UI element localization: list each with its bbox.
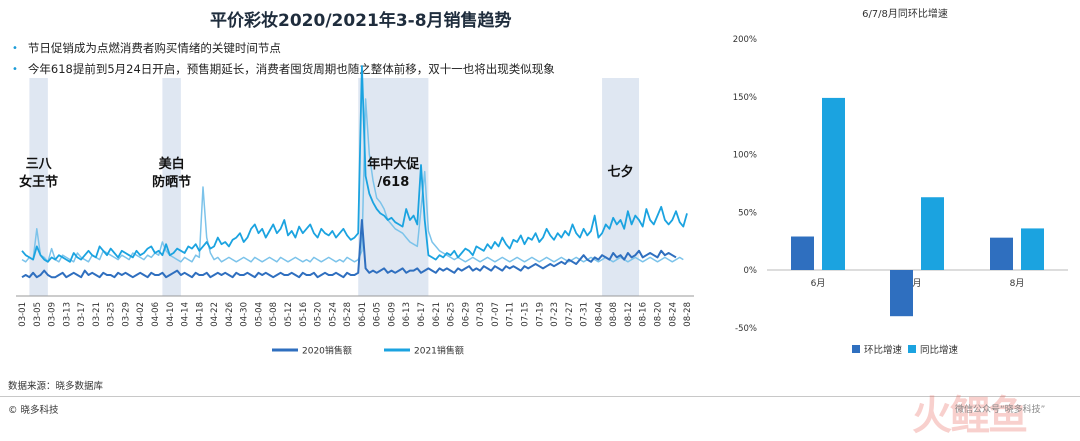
y-tick-label: 50% bbox=[738, 208, 757, 218]
x-tick-label: 03-05 bbox=[33, 302, 43, 327]
x-tick-label: 08-28 bbox=[683, 302, 693, 327]
x-tick-label: 06-01 bbox=[358, 302, 368, 327]
x-tick-label: 08-08 bbox=[609, 302, 619, 327]
annotation-label: 美白 bbox=[159, 156, 185, 172]
x-tick-label: 06-05 bbox=[373, 302, 383, 327]
x-tick-label: 06-13 bbox=[402, 302, 412, 327]
x-tick-label: 04-22 bbox=[210, 302, 220, 327]
x-tick-label: 07-07 bbox=[491, 302, 501, 327]
bar-mom bbox=[990, 237, 1013, 270]
x-tick-label: 03-21 bbox=[92, 302, 102, 327]
bar-mom bbox=[791, 236, 814, 270]
bullet-list: • 节日促销成为点燃消费者购买情绪的关键时间节点 • 今年618提前到5月24日开启… bbox=[12, 38, 555, 80]
x-tick-label: 04-14 bbox=[181, 302, 191, 327]
legend-label: 同比增速 bbox=[920, 344, 959, 356]
annotation-label: 年中大促 bbox=[367, 156, 420, 172]
bullet-dot-icon: • bbox=[12, 43, 18, 54]
x-tick-label: 03-25 bbox=[107, 302, 117, 327]
bar-yoy bbox=[822, 97, 845, 270]
x-tick-label: 03-09 bbox=[48, 302, 58, 327]
x-tick-label: 08-16 bbox=[639, 302, 649, 327]
bullet-dot-icon: • bbox=[12, 64, 18, 75]
x-tick-label: 05-12 bbox=[284, 302, 294, 327]
bullet-item: • 节日促销成为点燃消费者购买情绪的关键时间节点 bbox=[12, 38, 555, 59]
x-tick-label: 03-01 bbox=[18, 302, 28, 327]
x-tick-label: 04-02 bbox=[136, 302, 146, 327]
x-tick-label: 07-11 bbox=[506, 302, 516, 327]
x-tick-label: 03-29 bbox=[121, 302, 131, 327]
highlight-band bbox=[29, 78, 48, 296]
x-tick-label: 05-08 bbox=[269, 302, 279, 327]
highlight-band bbox=[162, 78, 181, 296]
x-tick-label: 06-17 bbox=[417, 302, 427, 327]
annotation-label: 三八 bbox=[26, 157, 53, 172]
annotation-label: 女王节 bbox=[19, 174, 58, 190]
bullet-text: 今年618提前到5月24日开启，预售期延长，消费者囤货周期也随之整体前移，双十一… bbox=[27, 62, 555, 76]
x-tick-label: 04-18 bbox=[195, 302, 205, 327]
x-tick-label: 08-24 bbox=[668, 302, 678, 327]
bar-yoy bbox=[1021, 228, 1044, 270]
series-line-2021 bbox=[21, 65, 688, 263]
x-tick-label: 08-04 bbox=[594, 302, 604, 327]
y-tick-label: 0% bbox=[744, 266, 758, 276]
category-label: 8月 bbox=[1010, 278, 1025, 289]
x-tick-label: 07-03 bbox=[476, 302, 486, 327]
x-tick-label: 07-23 bbox=[550, 302, 560, 327]
x-tick-label: 06-29 bbox=[461, 302, 471, 327]
footer-divider bbox=[0, 396, 1080, 397]
x-tick-label: 05-20 bbox=[314, 302, 324, 327]
x-tick-label: 07-31 bbox=[580, 302, 590, 327]
bar-yoy bbox=[921, 197, 944, 270]
x-tick-label: 05-24 bbox=[328, 302, 338, 327]
x-tick-label: 04-26 bbox=[225, 302, 235, 327]
x-tick-label: 06-21 bbox=[432, 302, 442, 327]
bullet-item: • 今年618提前到5月24日开启，预售期延长，消费者囤货周期也随之整体前移，双十… bbox=[12, 59, 555, 80]
x-tick-label: 07-19 bbox=[535, 302, 545, 327]
legend-label: 2021销售额 bbox=[414, 345, 464, 357]
legend-label: 2020销售额 bbox=[302, 345, 352, 357]
x-tick-label: 08-20 bbox=[653, 302, 663, 327]
annotation-label: /618 bbox=[377, 175, 409, 190]
y-tick-label: -50% bbox=[735, 324, 757, 334]
x-tick-label: 03-13 bbox=[62, 302, 72, 327]
series-line-2020 bbox=[21, 219, 677, 279]
x-tick-label: 07-15 bbox=[520, 302, 530, 327]
bar-mom bbox=[890, 270, 913, 317]
annotation-label: 防晒节 bbox=[152, 174, 191, 190]
highlight-band bbox=[358, 78, 429, 296]
y-tick-label: 150% bbox=[733, 93, 757, 103]
copyright: © 晓多科技 bbox=[8, 405, 59, 416]
x-tick-label: 04-10 bbox=[166, 302, 176, 327]
x-tick-label: 04-06 bbox=[151, 302, 161, 327]
y-tick-label: 100% bbox=[733, 151, 757, 161]
y-tick-label: 200% bbox=[733, 35, 757, 45]
annotation-label: 七夕 bbox=[608, 164, 634, 180]
x-tick-label: 08-12 bbox=[624, 302, 634, 327]
x-tick-label: 05-04 bbox=[254, 302, 264, 327]
bullet-text: 节日促销成为点燃消费者购买情绪的关键时间节点 bbox=[27, 41, 281, 55]
x-tick-label: 04-30 bbox=[240, 302, 250, 327]
x-tick-label: 06-09 bbox=[387, 302, 397, 327]
x-tick-label: 05-16 bbox=[299, 302, 309, 327]
growth-bar-chart: 6/7/8月同环比增速 -50% 0% 50% 100% 150% 200% 6月 月 8月环比增… bbox=[733, 7, 1068, 356]
series-line-2021-light bbox=[21, 98, 684, 263]
category-label: 6月 bbox=[811, 278, 826, 289]
watermark: 微信公众号“晓多科技” bbox=[955, 405, 1046, 415]
legend-label: 环比增速 bbox=[864, 344, 903, 356]
x-tick-label: 03-17 bbox=[77, 302, 87, 327]
data-source: 数据来源：晓多数据库 bbox=[8, 381, 104, 392]
legend-swatch bbox=[852, 345, 860, 353]
legend-swatch bbox=[908, 345, 916, 353]
x-tick-label: 05-28 bbox=[343, 302, 353, 327]
x-tick-label: 07-27 bbox=[565, 302, 575, 327]
left-chart-title: 平价彩妆2020/2021年3-8月销售趋势 bbox=[210, 11, 512, 31]
right-chart-title: 6/7/8月同环比增速 bbox=[862, 7, 948, 20]
x-tick-label: 06-25 bbox=[447, 302, 457, 327]
category-label: 月 bbox=[912, 278, 921, 289]
